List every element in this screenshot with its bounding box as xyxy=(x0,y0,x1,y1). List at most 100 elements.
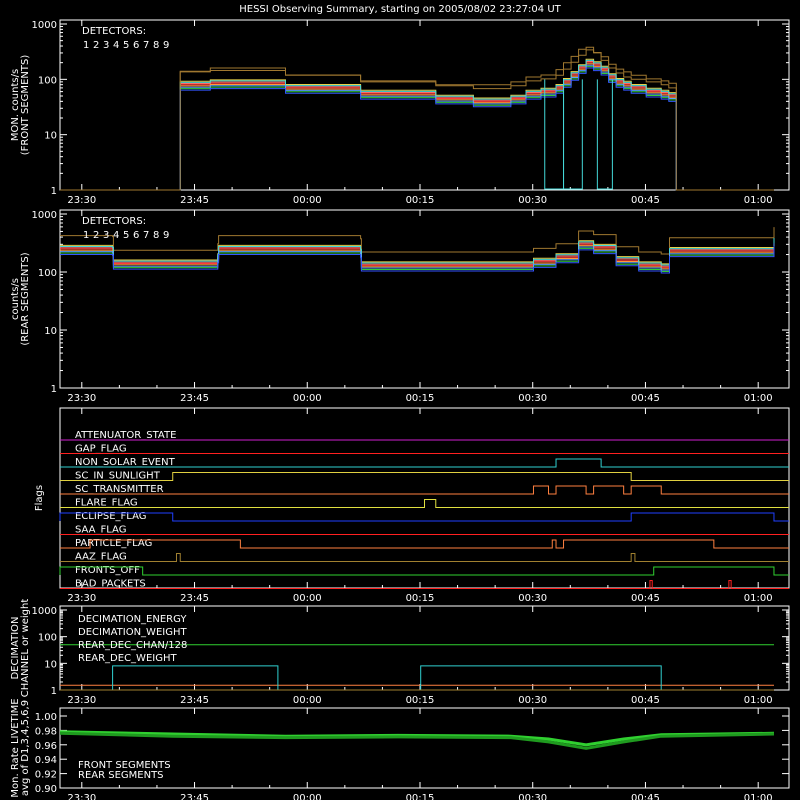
detector-7-trace xyxy=(60,59,774,191)
legend-entry: 7 xyxy=(143,230,149,241)
legend-entry: 2 xyxy=(93,230,99,241)
time-tick-label: 00:15 xyxy=(406,593,435,604)
detector-9-dropout xyxy=(563,79,583,190)
time-tick-label: 00:45 xyxy=(631,195,660,206)
y-tick-label: 10 xyxy=(44,131,57,142)
y-tick-label: 0.94 xyxy=(35,755,57,766)
time-tick-label: 23:30 xyxy=(67,195,96,206)
legend-entry: 6 xyxy=(133,40,139,51)
time-tick-label: 23:30 xyxy=(67,393,96,404)
decimation-series-line xyxy=(60,665,774,691)
detector-9-dropout xyxy=(596,79,613,190)
y-tick-label: 0.90 xyxy=(35,784,57,795)
legend-entry: 2 xyxy=(93,40,99,51)
flag-label: NON_SOLAR_EVENT xyxy=(75,457,176,468)
y-tick-label: 1000 xyxy=(32,20,57,31)
livetime-series-line xyxy=(59,731,775,750)
time-tick-label: 00:15 xyxy=(406,393,435,404)
y-axis-label: avg of D1,3,4,5,6,9 xyxy=(20,700,31,796)
flag-trace xyxy=(59,512,789,522)
time-tick-label: 00:45 xyxy=(631,793,660,800)
time-tick-label: 01:00 xyxy=(744,393,773,404)
legend-entry: 4 xyxy=(113,230,119,241)
detector-9-trace xyxy=(60,246,775,274)
decimation-legend-entry: REAR_DEC_CHAN/128 xyxy=(78,640,187,651)
time-tick-label: 23:30 xyxy=(67,695,96,706)
flag-label: SAA_FLAG xyxy=(75,525,126,536)
y-tick-label: 100 xyxy=(38,268,57,279)
panel-frame xyxy=(59,209,790,389)
flag-label: FRONTS_OFF xyxy=(75,565,140,576)
livetime-panel: 23:30 23:45 00:00 00:15 00:30 00:45 01:00 0.90 0… xyxy=(10,698,790,800)
flag-trace xyxy=(60,553,789,562)
flags-panel: 23:30 23:45 00:00 00:15 00:30 00:45 01:00 Flags… xyxy=(34,407,790,604)
flag-label: ATTENUATOR_STATE xyxy=(75,430,176,441)
time-tick-label: 01:00 xyxy=(744,793,773,800)
time-tick-label: 00:45 xyxy=(631,695,660,706)
y-tick-label: 1 xyxy=(51,186,57,197)
y-axis-label: counts/s xyxy=(10,278,21,320)
time-tick-label: 00:30 xyxy=(518,695,547,706)
time-tick-label: 01:00 xyxy=(744,593,773,604)
flag-trace xyxy=(60,499,789,508)
y-axis-label: (FRONT SEGMENTS) xyxy=(20,55,31,156)
panel-frame xyxy=(59,707,790,789)
legend-entry: 5 xyxy=(123,230,129,241)
decimation-legend-entry: REAR_DEC_WEIGHT xyxy=(78,653,177,664)
time-tick-label: 23:45 xyxy=(180,593,209,604)
detector-8-trace xyxy=(60,64,774,191)
y-tick-label: 0.98 xyxy=(35,726,57,737)
time-tick-label: 00:30 xyxy=(518,793,547,800)
detector-9-trace xyxy=(60,67,774,191)
time-tick-label: 23:45 xyxy=(180,695,209,706)
flag-trace xyxy=(60,458,789,468)
y-tick-label: 1000 xyxy=(32,210,57,221)
time-tick-label: 23:45 xyxy=(180,393,209,404)
legend-entry: 3 xyxy=(103,40,109,51)
y-tick-label: 0.92 xyxy=(35,770,57,781)
panel-frame xyxy=(59,19,790,191)
legend-entry: 9 xyxy=(163,230,169,241)
time-tick-label: 01:00 xyxy=(744,195,773,206)
panels-group: 23:30 23:45 00:00 00:15 00:30 00:45 01:0011010… xyxy=(10,19,790,800)
y-tick-label: 1 xyxy=(51,686,57,697)
time-tick-label: 00:15 xyxy=(406,195,435,206)
time-tick-label: 00:00 xyxy=(293,393,322,404)
legend-entry: 9 xyxy=(163,40,169,51)
y-axis-label: DECIMATION xyxy=(10,616,21,679)
y-tick-label: 0.96 xyxy=(35,741,57,752)
flag-label: FLARE_FLAG xyxy=(75,498,138,509)
time-tick-label: 23:45 xyxy=(180,793,209,800)
flag-label: ECLIPSE_FLAG xyxy=(75,511,146,522)
time-tick-label: 00:30 xyxy=(518,593,547,604)
y-axis-label: Flags xyxy=(34,485,45,511)
flag-label: GAP_FLAG xyxy=(75,444,127,455)
legend-entry: 7 xyxy=(143,40,149,51)
detector-5-trace xyxy=(60,49,774,191)
legend-entry: 8 xyxy=(153,40,159,51)
decimation-panel: 23:30 23:45 00:00 00:15 00:30 00:45 01:00 1 10 10… xyxy=(10,599,790,706)
flag-trace xyxy=(60,580,789,589)
time-tick-label: 00:15 xyxy=(406,695,435,706)
y-axis-label: MON. counts/s xyxy=(10,69,21,141)
front-panel: 23:30 23:45 00:00 00:15 00:30 00:45 01:00 1 10 10… xyxy=(10,19,790,206)
time-tick-label: 23:30 xyxy=(67,793,96,800)
flag-label: SC_IN_SUNLIGHT xyxy=(75,471,161,482)
flag-trace xyxy=(60,472,789,481)
decimation-legend-entry: DECIMATION_WEIGHT xyxy=(78,627,187,638)
y-tick-label: 100 xyxy=(38,633,57,644)
legend-entry: 5 xyxy=(123,40,129,51)
detector-4-trace xyxy=(60,58,774,191)
legend-title: DETECTORS: xyxy=(82,26,146,37)
detector-5-envelope-trace xyxy=(60,46,774,191)
y-tick-label: 1 xyxy=(51,384,57,395)
flag-label: SC_TRANSMITTER xyxy=(75,484,164,495)
flag-trace xyxy=(60,539,789,549)
rear-panel: 23:30 23:45 00:00 00:15 00:30 00:45 01:00 1 10 10… xyxy=(10,209,790,404)
y-tick-label: 1.00 xyxy=(35,712,57,723)
time-tick-label: 23:45 xyxy=(180,195,209,206)
legend-entry: 1 xyxy=(83,40,89,51)
time-tick-label: 00:00 xyxy=(293,793,322,800)
y-tick-label: 100 xyxy=(38,75,57,86)
